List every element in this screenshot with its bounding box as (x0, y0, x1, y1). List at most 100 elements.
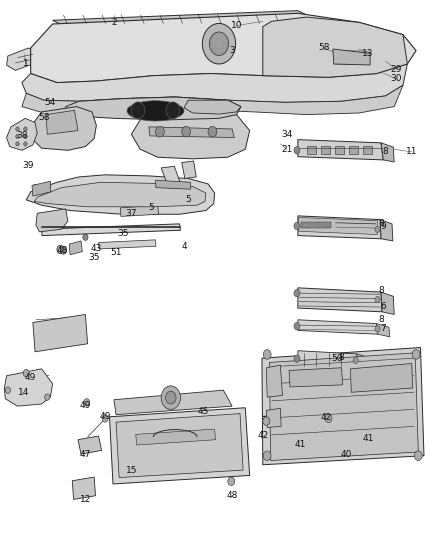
Polygon shape (7, 48, 37, 70)
Polygon shape (182, 161, 196, 179)
Circle shape (375, 296, 380, 303)
Polygon shape (33, 314, 88, 352)
Circle shape (263, 417, 270, 425)
Circle shape (294, 289, 300, 297)
Polygon shape (184, 100, 241, 114)
Text: 21: 21 (281, 145, 293, 154)
Text: 3: 3 (229, 46, 235, 55)
Text: 41: 41 (362, 434, 374, 442)
Circle shape (45, 394, 50, 400)
Text: 49: 49 (25, 373, 36, 382)
Polygon shape (22, 85, 403, 115)
Text: 6: 6 (380, 302, 386, 311)
Text: 34: 34 (281, 130, 293, 139)
Text: 43: 43 (91, 244, 102, 253)
Circle shape (16, 142, 19, 146)
Circle shape (155, 126, 164, 137)
Polygon shape (4, 369, 53, 406)
Text: 54: 54 (45, 99, 56, 107)
Polygon shape (46, 110, 78, 134)
Text: 15: 15 (126, 466, 137, 475)
Polygon shape (116, 414, 243, 478)
Bar (301, 222, 331, 228)
Circle shape (412, 350, 420, 359)
Text: 40: 40 (340, 450, 352, 458)
Circle shape (294, 355, 300, 362)
Text: 35: 35 (117, 229, 128, 238)
Text: 13: 13 (362, 49, 374, 58)
Polygon shape (263, 17, 407, 77)
Polygon shape (155, 180, 191, 189)
Text: 48: 48 (57, 246, 68, 255)
Circle shape (414, 451, 422, 461)
Polygon shape (380, 220, 393, 241)
Polygon shape (289, 368, 343, 387)
Circle shape (166, 102, 180, 119)
Circle shape (102, 415, 108, 422)
Polygon shape (377, 324, 390, 337)
Text: 30: 30 (391, 75, 402, 83)
Polygon shape (31, 107, 96, 150)
Polygon shape (110, 408, 250, 484)
Circle shape (131, 102, 145, 119)
Polygon shape (34, 182, 206, 207)
Circle shape (353, 357, 358, 364)
Text: 37: 37 (126, 209, 137, 217)
Polygon shape (381, 292, 394, 314)
Text: 9: 9 (380, 222, 386, 231)
Text: 8: 8 (382, 148, 389, 156)
Polygon shape (26, 175, 215, 214)
Polygon shape (262, 348, 424, 465)
Polygon shape (7, 118, 37, 150)
Polygon shape (22, 64, 407, 102)
Polygon shape (269, 353, 418, 461)
Polygon shape (298, 288, 382, 312)
Circle shape (202, 23, 236, 64)
Text: 5: 5 (185, 196, 191, 204)
Text: 1: 1 (23, 60, 29, 68)
Circle shape (375, 326, 380, 332)
Text: 47: 47 (80, 450, 91, 458)
Polygon shape (298, 351, 358, 368)
Text: 2: 2 (111, 18, 117, 27)
Text: 49: 49 (99, 413, 111, 421)
Circle shape (23, 369, 29, 377)
Text: 42: 42 (321, 413, 332, 422)
Polygon shape (136, 429, 215, 445)
Polygon shape (78, 436, 102, 454)
Polygon shape (298, 140, 383, 160)
Text: 45: 45 (198, 407, 209, 416)
Text: 35: 35 (88, 254, 100, 262)
Polygon shape (66, 97, 241, 120)
Bar (307, 146, 316, 154)
Text: 8: 8 (339, 353, 345, 361)
Circle shape (209, 32, 229, 55)
Circle shape (24, 134, 27, 139)
Polygon shape (357, 354, 369, 370)
Polygon shape (266, 365, 283, 397)
Circle shape (325, 414, 332, 423)
Circle shape (375, 226, 380, 232)
Bar (335, 146, 344, 154)
Polygon shape (36, 209, 68, 232)
Circle shape (208, 126, 217, 137)
Text: 50: 50 (332, 354, 343, 362)
Ellipse shape (127, 101, 184, 121)
Polygon shape (72, 477, 95, 499)
Circle shape (294, 322, 300, 330)
Text: 8: 8 (378, 220, 384, 228)
Text: 10: 10 (231, 21, 242, 30)
Polygon shape (149, 127, 234, 138)
Circle shape (5, 387, 11, 393)
Bar (363, 146, 372, 154)
Bar (349, 146, 358, 154)
Text: 39: 39 (23, 161, 34, 169)
Polygon shape (350, 364, 413, 392)
Text: 8: 8 (378, 286, 384, 295)
Polygon shape (42, 224, 180, 236)
Text: 58: 58 (38, 113, 49, 122)
Text: 58: 58 (318, 44, 330, 52)
Polygon shape (120, 205, 159, 216)
Circle shape (57, 245, 64, 254)
Text: 42: 42 (257, 431, 268, 440)
